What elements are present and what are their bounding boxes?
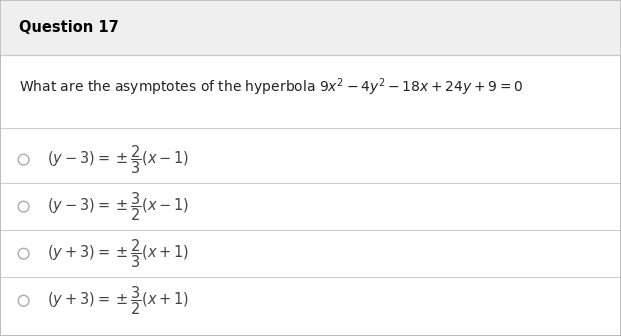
Text: $(y - 3) = \pm\dfrac{2}{3}(x - 1)$: $(y - 3) = \pm\dfrac{2}{3}(x - 1)$: [47, 143, 189, 176]
Text: $(y + 3) = \pm\dfrac{3}{2}(x + 1)$: $(y + 3) = \pm\dfrac{3}{2}(x + 1)$: [47, 285, 189, 317]
Text: $(y + 3) = \pm\dfrac{2}{3}(x + 1)$: $(y + 3) = \pm\dfrac{2}{3}(x + 1)$: [47, 238, 189, 270]
FancyBboxPatch shape: [0, 0, 621, 55]
Text: $(y - 3) = \pm\dfrac{3}{2}(x - 1)$: $(y - 3) = \pm\dfrac{3}{2}(x - 1)$: [47, 191, 189, 223]
Text: What are the asymptotes of the hyperbola $9x^2 - 4y^2 - 18x + 24y + 9 = 0$: What are the asymptotes of the hyperbola…: [19, 77, 523, 98]
Text: Question 17: Question 17: [19, 20, 119, 35]
